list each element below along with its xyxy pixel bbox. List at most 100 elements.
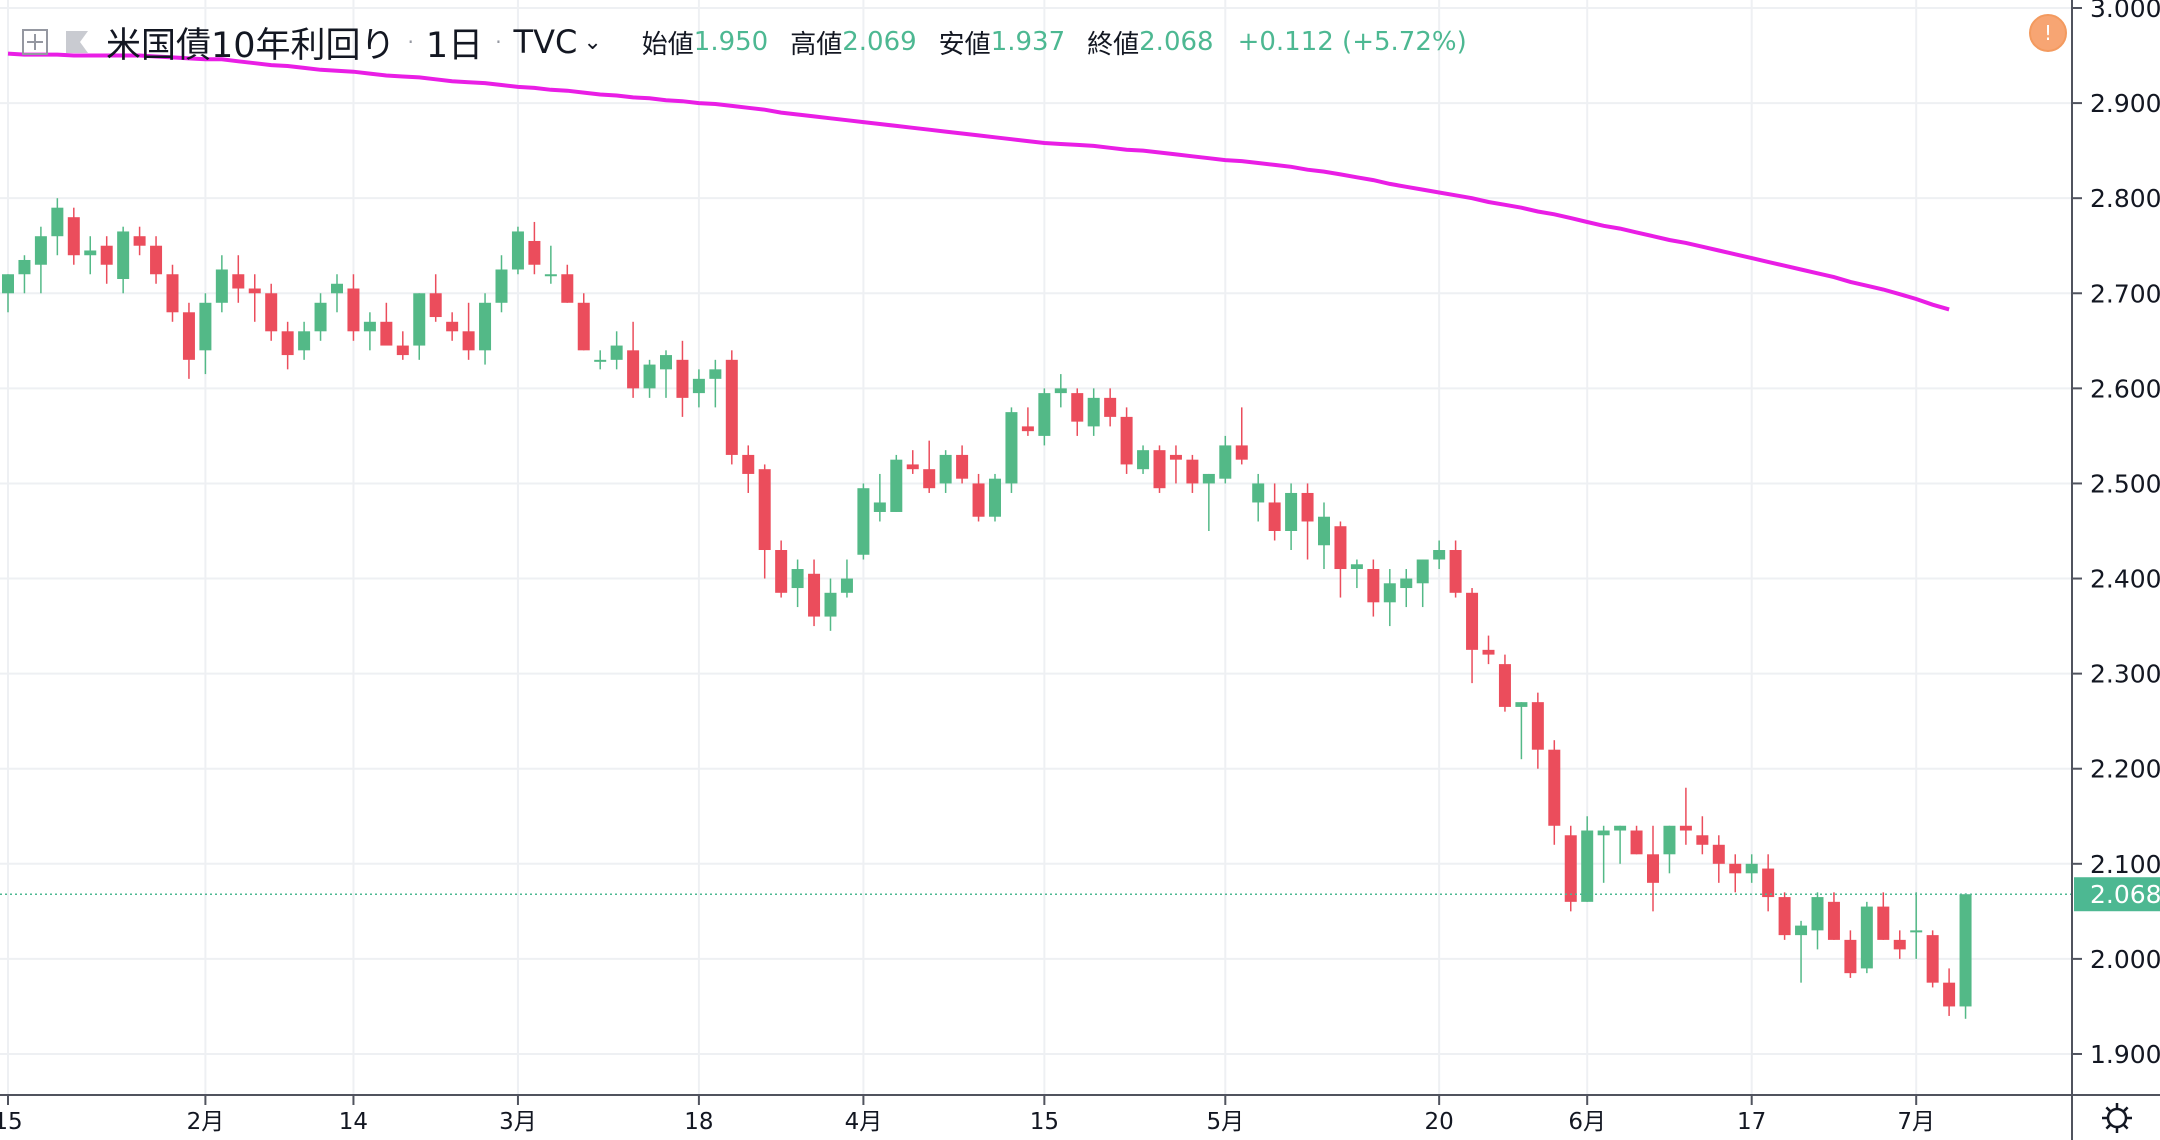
- candle-body: [1811, 897, 1824, 931]
- candle: [1318, 502, 1330, 570]
- close-value: 2.068: [1139, 27, 1214, 57]
- candle-body: [479, 302, 492, 351]
- candle: [1745, 854, 1758, 883]
- candle: [1597, 825, 1610, 883]
- candle: [314, 293, 327, 341]
- candle: [1630, 825, 1643, 855]
- candle-body: [1482, 649, 1495, 655]
- candle: [758, 464, 771, 579]
- candle: [1827, 892, 1840, 940]
- candle-body: [1285, 492, 1298, 531]
- alert-warning-icon[interactable]: !: [2029, 14, 2067, 52]
- candle-body: [18, 259, 31, 275]
- candle-body: [840, 578, 853, 593]
- candle: [1285, 483, 1298, 551]
- candle: [1482, 635, 1495, 665]
- candle: [413, 293, 426, 360]
- candle: [1712, 835, 1725, 883]
- candle-body: [166, 274, 179, 313]
- candle-body: [1433, 550, 1446, 560]
- candle: [1005, 407, 1018, 493]
- gear-tooth: [2105, 1106, 2111, 1112]
- candle: [1137, 445, 1150, 474]
- candle-body: [462, 331, 475, 351]
- moving-average-layer: [7, 51, 1950, 312]
- flag-icon[interactable]: [62, 27, 92, 57]
- gear-tooth: [2123, 1124, 2129, 1130]
- candle: [857, 483, 870, 560]
- candle-body: [1104, 397, 1117, 417]
- candle-body: [100, 245, 113, 265]
- candle-body: [1531, 702, 1544, 750]
- candle-body: [2, 274, 14, 294]
- candle-body: [1827, 901, 1840, 940]
- candle-body: [1663, 825, 1676, 855]
- time-tick-label: 20: [1425, 1109, 1454, 1135]
- candle: [692, 369, 705, 408]
- chart-legend: 米国債10年利回り · 1日 · TVC ⌄ 始値 1.950 高値 2.069…: [0, 14, 1467, 70]
- candle-body: [281, 331, 294, 356]
- time-axis[interactable]: 15 2月 14 3月 18 4月 15 5月 20 6月 17 7月: [0, 1095, 1935, 1135]
- candle-body: [873, 502, 886, 512]
- candle: [363, 312, 376, 351]
- candle-body: [1202, 473, 1215, 484]
- candle: [594, 350, 607, 370]
- candle-body: [511, 231, 524, 270]
- candle: [166, 264, 179, 322]
- candle-body: [265, 293, 278, 332]
- candle-body: [610, 345, 623, 360]
- grid-lines: [0, 0, 2072, 1095]
- candle-body: [1219, 445, 1232, 479]
- candle: [1943, 968, 1956, 1016]
- candle: [956, 445, 969, 484]
- candle: [1169, 445, 1182, 484]
- candle-body: [1021, 426, 1034, 432]
- candle: [742, 445, 755, 493]
- candle-body: [1449, 550, 1462, 593]
- candle: [1021, 407, 1034, 436]
- candle-body: [956, 454, 969, 479]
- candle-body: [1515, 702, 1528, 707]
- settings-gear-icon[interactable]: [2102, 1103, 2132, 1133]
- candle-body: [1137, 450, 1150, 470]
- gear-body: [2106, 1107, 2128, 1129]
- candle-body: [1614, 825, 1627, 831]
- exchange-label[interactable]: TVC: [513, 23, 578, 61]
- candle-body: [577, 302, 590, 351]
- candle: [1400, 569, 1413, 608]
- symbol-title[interactable]: 米国債10年利回り: [106, 25, 396, 66]
- chevron-down-icon[interactable]: ⌄: [583, 29, 602, 55]
- candle: [725, 350, 738, 465]
- candle-body: [676, 359, 689, 398]
- candle: [1153, 445, 1166, 493]
- candle-body: [1679, 825, 1692, 831]
- candle-body: [692, 378, 705, 394]
- candle-body: [742, 454, 755, 474]
- candle: [1696, 816, 1709, 855]
- candle: [1663, 825, 1676, 874]
- high-label: 高値: [790, 29, 843, 60]
- low-label: 安値: [938, 29, 991, 60]
- candle-body: [1252, 483, 1265, 503]
- candle: [1186, 454, 1199, 493]
- candle-body: [380, 321, 393, 346]
- candle-body: [446, 321, 459, 332]
- candle: [939, 450, 952, 493]
- candle-body: [1597, 830, 1610, 836]
- candle: [676, 340, 689, 417]
- price-axis[interactable]: 3.000 2.900 2.800 2.700 2.600 2.500 2.400 2.300…: [2072, 0, 2160, 1069]
- candle: [643, 359, 656, 398]
- candle-body: [331, 283, 343, 294]
- candle-body: [1268, 502, 1281, 531]
- candle-body: [1581, 830, 1594, 902]
- candle: [1795, 920, 1808, 983]
- price-tick-label: 3.000: [2090, 0, 2160, 23]
- expand-icon[interactable]: [20, 27, 50, 57]
- candle-body: [1943, 982, 1956, 1007]
- interval-label[interactable]: 1日: [425, 25, 484, 66]
- candle: [709, 359, 722, 408]
- candle-body: [1712, 844, 1725, 864]
- candle-body: [1647, 854, 1659, 883]
